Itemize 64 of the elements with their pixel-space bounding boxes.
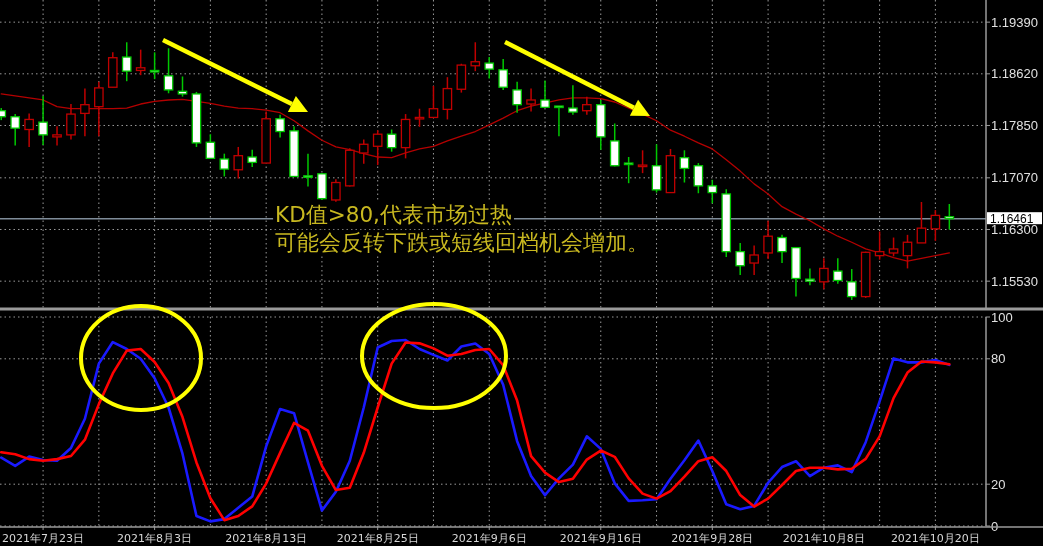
y-tick-label: 1.19390 <box>991 14 1038 30</box>
y-tick-label: 1.17070 <box>991 170 1038 186</box>
y-tick-label: 20 <box>991 476 1006 492</box>
candlestick <box>414 107 425 128</box>
candlestick <box>303 152 313 188</box>
x-tick-label: 2021年9月16日 <box>559 532 642 545</box>
ref-line-label: 1.16461 <box>990 211 1034 226</box>
candlestick <box>707 179 718 205</box>
candlestick <box>121 41 132 82</box>
candlestick <box>219 152 230 178</box>
candlestick <box>52 125 62 147</box>
candlestick <box>805 267 815 286</box>
candlestick <box>944 203 955 231</box>
x-tick-label: 2021年9月6日 <box>451 532 527 545</box>
candlestick <box>24 112 34 148</box>
candlestick <box>372 129 383 166</box>
x-tick-label: 2021年8月3日 <box>117 532 193 545</box>
x-tick-label: 2021年9月28日 <box>671 532 754 545</box>
y-tick-label: 1.18620 <box>991 66 1038 82</box>
candlestick <box>832 257 843 285</box>
candlestick <box>554 105 564 137</box>
x-tick-label: 2021年8月25日 <box>336 532 419 545</box>
candlestick <box>888 236 899 258</box>
candlestick <box>819 257 829 290</box>
candlestick <box>275 114 285 139</box>
annotation: KD值>80,代表市场过热 <box>275 201 512 227</box>
x-tick-label: 2021年10月8日 <box>782 532 865 545</box>
candlestick <box>679 149 690 184</box>
candlestick <box>149 51 160 80</box>
candlestick <box>38 95 48 146</box>
candlestick <box>735 242 746 276</box>
x-tick-label: 2021年8月13日 <box>225 532 308 545</box>
candlestick <box>623 156 634 184</box>
candlestick <box>693 162 704 194</box>
y-tick-label: 1.17850 <box>991 117 1038 133</box>
x-tick-label: 2021年7月23日 <box>2 532 85 545</box>
candlestick <box>442 76 453 121</box>
candlestick <box>637 149 648 174</box>
y-tick-label: 0 <box>991 518 999 534</box>
candlestick <box>205 133 216 160</box>
y-tick-label: 80 <box>991 351 1006 367</box>
candlestick <box>358 138 369 165</box>
candlestick <box>135 48 146 76</box>
y-tick-label: 1.15530 <box>991 273 1038 289</box>
candlestick <box>428 85 439 119</box>
candlestick <box>66 103 76 141</box>
candlestick <box>470 41 481 72</box>
candlestick <box>163 47 174 95</box>
x-tick-label: 2021年10月20日 <box>890 532 980 545</box>
candlestick <box>540 79 550 109</box>
candlestick <box>749 244 759 276</box>
y-tick-label: 100 <box>991 309 1013 325</box>
candlestick <box>233 146 244 180</box>
candlestick <box>763 220 773 260</box>
candlestick <box>484 56 495 80</box>
candlestick <box>777 234 787 264</box>
candlestick <box>10 113 21 147</box>
candlestick <box>512 81 522 114</box>
annotation: 可能会反转下跌或短线回档机会增加。 <box>275 229 650 255</box>
candlestick <box>846 268 857 301</box>
candlestick <box>916 201 927 244</box>
candlestick <box>568 84 578 116</box>
candlestick <box>498 58 509 91</box>
candlestick <box>177 75 188 98</box>
